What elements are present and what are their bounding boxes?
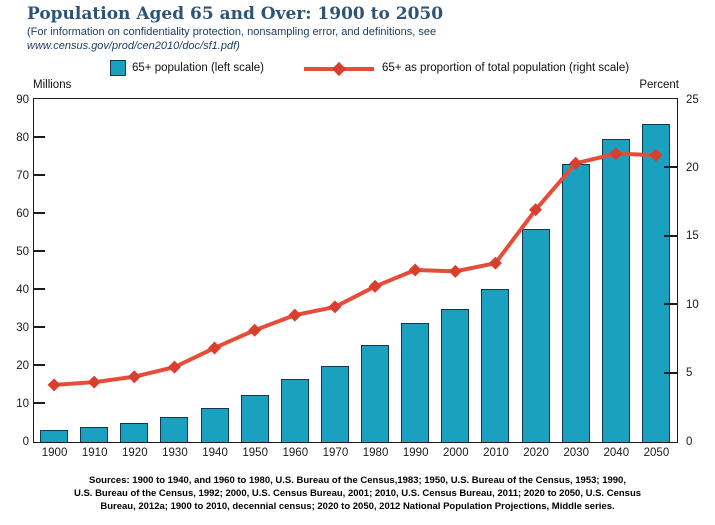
chart-subtitle-line1: (For information on confidentiality prot… xyxy=(27,26,437,38)
proportion-line-chart xyxy=(47,147,663,392)
left-axis-tick-label: 40 xyxy=(16,283,29,296)
right-axis-tick-label: 10 xyxy=(686,298,699,311)
legend-diamond-icon xyxy=(331,61,347,77)
right-tick-mark xyxy=(664,371,677,374)
source-note-line: U.S. Bureau of the Census, 1992; 2000, U… xyxy=(73,488,642,499)
right-axis-tick-label: 20 xyxy=(686,161,699,174)
chart-subtitle-url: www.census.gov/prod/cen2010/doc/sf1.pdf) xyxy=(27,40,240,52)
legend-line-label: 65+ as proportion of total population (r… xyxy=(382,62,630,74)
legend-bar-swatch-icon xyxy=(110,60,126,76)
left-tick-mark xyxy=(34,326,45,328)
x-axis-tick-label: 2020 xyxy=(523,447,549,459)
left-axis-tick-label: 80 xyxy=(16,131,29,144)
diamond-marker-2000 xyxy=(448,264,462,278)
bar-1920 xyxy=(120,423,149,442)
right-axis-tick-label: 15 xyxy=(686,230,699,243)
x-axis-tick-label: 1980 xyxy=(362,447,389,459)
left-axis-tick-label: 70 xyxy=(16,169,29,182)
bar-1950 xyxy=(240,395,269,442)
diamond-marker-1910 xyxy=(87,375,101,389)
bar-1980 xyxy=(361,345,390,442)
diamond-marker-1960 xyxy=(288,308,302,322)
bar-2030 xyxy=(561,164,590,442)
x-axis-tick-label: 1990 xyxy=(402,447,429,459)
x-axis-tick-label: 2000 xyxy=(443,447,469,459)
right-tick-mark xyxy=(664,303,677,306)
bar-2040 xyxy=(601,139,630,442)
left-axis-tick-label: 0 xyxy=(22,435,29,448)
bar-2020 xyxy=(521,229,550,442)
diamond-marker-1950 xyxy=(248,323,262,337)
left-axis-tick-label: 30 xyxy=(16,321,29,334)
diamond-marker-1980 xyxy=(368,279,382,293)
left-axis-caption: Millions xyxy=(33,79,72,91)
source-note-line: Sources: 1900 to 1940, and 1960 to 1980,… xyxy=(89,475,626,486)
x-axis-tick-label: 1910 xyxy=(81,447,108,459)
left-tick-mark xyxy=(34,402,45,404)
left-tick-mark xyxy=(34,250,45,252)
right-axis-tick-label: 5 xyxy=(686,367,693,380)
x-axis-tick-label: 1940 xyxy=(202,447,228,459)
bar-2010 xyxy=(481,288,510,442)
proportion-line xyxy=(53,151,657,387)
bar-1900 xyxy=(40,430,69,442)
x-axis-tick-label: 1930 xyxy=(162,447,188,459)
x-axis-tick-label: 1900 xyxy=(41,447,68,459)
left-axis-tick-label: 90 xyxy=(16,93,29,106)
left-axis-tick-label: 60 xyxy=(16,207,29,220)
legend-bars-label: 65+ population (left scale) xyxy=(132,62,265,74)
x-axis-tick-label: 2030 xyxy=(563,447,589,459)
bar-1940 xyxy=(200,407,229,442)
bar-2050 xyxy=(641,123,670,442)
bar-1930 xyxy=(160,416,189,442)
source-note-line: Bureau, 2012a; 1900 to 2010, decennial c… xyxy=(100,501,615,512)
right-axis-caption: Percent xyxy=(639,79,679,91)
source-note: Sources: 1900 to 1940, and 1960 to 1980,… xyxy=(0,474,715,513)
diamond-marker-2020 xyxy=(529,203,543,217)
x-axis-tick-label: 1920 xyxy=(122,447,148,459)
x-axis-tick-label: 2050 xyxy=(643,447,670,459)
bar-2000 xyxy=(441,309,470,442)
bar-1960 xyxy=(280,378,309,442)
right-tick-mark xyxy=(664,234,677,237)
left-tick-mark xyxy=(34,136,45,138)
left-tick-mark xyxy=(34,288,45,290)
bar-1910 xyxy=(80,427,109,442)
x-axis-tick-label: 2040 xyxy=(603,447,630,459)
left-tick-mark xyxy=(34,174,45,176)
diamond-marker-2030 xyxy=(569,156,583,170)
left-axis-tick-label: 20 xyxy=(16,359,29,372)
diamond-marker-1920 xyxy=(127,370,141,384)
diamond-marker-1900 xyxy=(47,378,61,392)
page-title: Population Aged 65 and Over: 1900 to 205… xyxy=(27,4,444,24)
diamond-marker-2050 xyxy=(649,148,663,162)
plot-area xyxy=(33,98,678,443)
left-tick-mark xyxy=(34,364,45,366)
x-axis-tick-label: 2010 xyxy=(483,447,509,459)
left-axis-tick-label: 10 xyxy=(16,397,29,410)
diamond-marker-1940 xyxy=(208,341,222,355)
bar-1970 xyxy=(320,365,349,442)
left-axis-tick-label: 50 xyxy=(16,245,29,258)
x-axis-tick-label: 1950 xyxy=(242,447,268,459)
diamond-marker-1930 xyxy=(167,360,181,374)
diamond-marker-2010 xyxy=(488,256,502,270)
bar-1990 xyxy=(401,323,430,442)
x-axis-tick-label: 1970 xyxy=(322,447,349,459)
x-axis-tick-label: 1960 xyxy=(282,447,309,459)
right-axis-tick-label: 25 xyxy=(686,93,699,106)
left-tick-mark xyxy=(34,212,45,214)
diamond-marker-1990 xyxy=(408,263,422,277)
right-tick-mark xyxy=(664,166,677,169)
right-axis-tick-label: 0 xyxy=(686,435,693,448)
diamond-marker-2040 xyxy=(609,147,623,161)
diamond-marker-1970 xyxy=(328,300,342,314)
